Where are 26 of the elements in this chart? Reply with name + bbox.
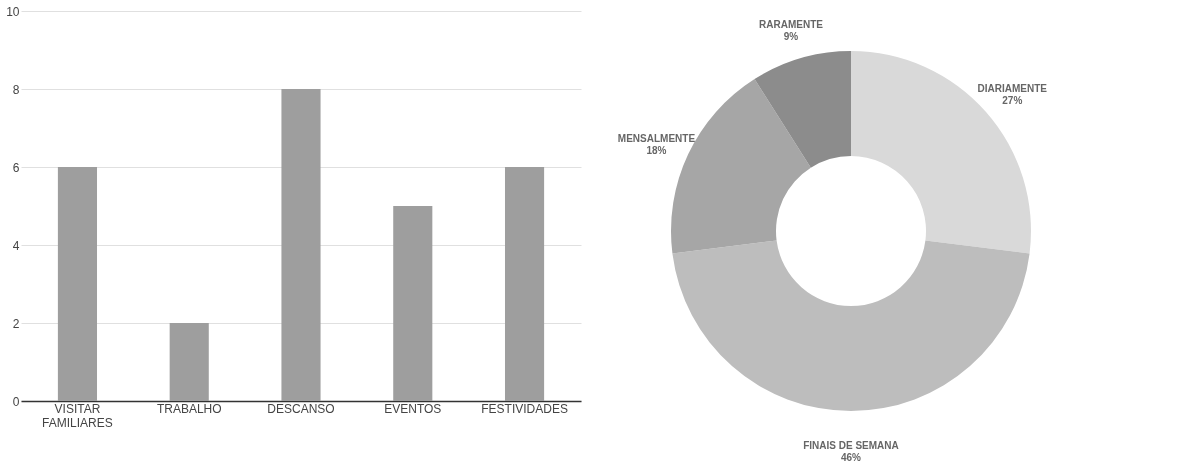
data-label: 18% — [646, 145, 667, 157]
bar — [393, 206, 433, 401]
donut-slice — [754, 51, 851, 168]
x-tick-label: DESCANSO — [267, 401, 335, 416]
y-tick-label: 6 — [12, 160, 20, 175]
bar — [169, 323, 209, 401]
y-tick-label: 4 — [12, 238, 20, 253]
donut-slice — [672, 240, 1030, 411]
y-tick-label: 2 — [12, 316, 20, 331]
slice-label: DIARIAMENTE — [977, 82, 1048, 94]
bar — [504, 167, 545, 401]
y-tick-label: 10 — [6, 4, 20, 19]
data-label: 9% — [783, 30, 799, 42]
bar — [57, 167, 98, 401]
y-tick-label: 0 — [12, 394, 20, 409]
y-tick-label: 8 — [12, 82, 20, 97]
data-label: 46% — [840, 452, 862, 463]
slice-label: RARAMENTE — [759, 18, 824, 30]
x-tick-label: FESTIVIDADES — [481, 401, 568, 416]
x-tick-label: EVENTOS — [384, 401, 442, 416]
data-label: 27% — [1002, 94, 1023, 106]
x-tick-label: VISITAR FAMILIARES — [42, 401, 113, 430]
bar — [281, 89, 321, 401]
x-tick-label: TRABALHO — [156, 401, 222, 416]
slice-label: FINAIS DE SEMANA — [803, 440, 899, 451]
slice-label: MENSALMENTE — [617, 133, 696, 145]
